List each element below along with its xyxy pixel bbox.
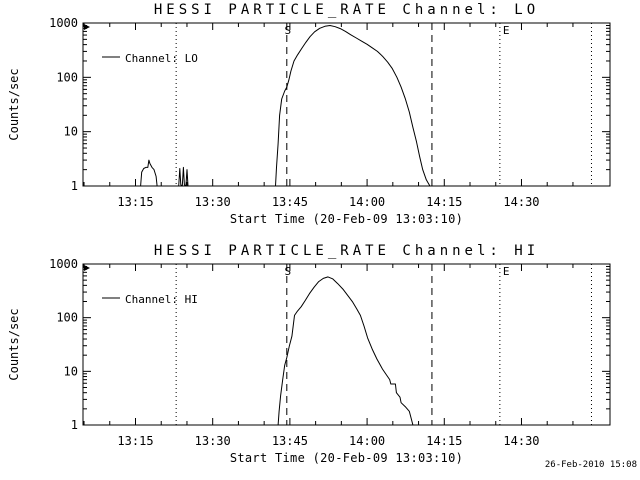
plot-lo: 1 10 100 1000 13:15 13:30 13:45 14:00 14:15 14:30… xyxy=(7,2,611,226)
axis-clip-arrow-icon xyxy=(84,265,90,271)
y-axis-tick-label: 1 xyxy=(71,179,78,193)
x-axis-tick-label: 13:45 xyxy=(272,434,308,448)
data-curve xyxy=(275,25,431,187)
y-axis-tick-label: 1000 xyxy=(49,257,78,271)
plot-title: HESSI PARTICLE_RATE Channel: LO xyxy=(154,2,539,18)
x-axis-tick-label: 14:30 xyxy=(503,195,539,209)
plot-hi: 1 10 100 1000 13:15 13:30 13:45 14:00 14:15 14:30… xyxy=(7,243,611,465)
data-curve xyxy=(178,166,189,187)
legend-label: Channel: HI xyxy=(125,293,198,306)
x-axis-tick-label: 14:15 xyxy=(426,434,462,448)
y-axis-tick-label: 100 xyxy=(56,311,78,325)
y-axis-tick-label: 1000 xyxy=(49,16,78,30)
y-axis-tick-label: 1 xyxy=(71,418,78,432)
plot-title: HESSI PARTICLE_RATE Channel: HI xyxy=(154,243,539,259)
data-curve xyxy=(277,276,414,426)
x-axis-tick-label: 13:30 xyxy=(195,434,231,448)
x-axis-label: Start Time (20-Feb-09 13:03:10) xyxy=(230,212,463,226)
plot-border xyxy=(82,22,611,187)
y-axis-label: Counts/sec xyxy=(7,68,21,140)
x-axis-tick-label: 13:30 xyxy=(195,195,231,209)
footer-timestamp: 26-Feb-2010 15:08 xyxy=(544,460,637,470)
x-axis-tick-label: 13:45 xyxy=(272,195,308,209)
marker-label-s: S xyxy=(284,24,291,37)
axis-clip-arrow-icon xyxy=(84,24,90,30)
marker-label-e: E xyxy=(503,265,510,278)
y-axis-tick-label: 10 xyxy=(64,364,78,378)
y-axis-label: Counts/sec xyxy=(7,308,21,380)
marker-label-s: S xyxy=(284,265,291,278)
marker-label-e: E xyxy=(503,24,510,37)
y-axis-tick-label: 10 xyxy=(64,125,78,139)
data-curve xyxy=(140,159,158,187)
x-axis-tick-label: 14:30 xyxy=(503,434,539,448)
legend-label: Channel: LO xyxy=(125,52,198,65)
x-axis-tick-label: 14:00 xyxy=(349,434,385,448)
x-axis-tick-label: 14:15 xyxy=(426,195,462,209)
plot-border xyxy=(82,263,611,426)
x-axis-label: Start Time (20-Feb-09 13:03:10) xyxy=(230,451,463,465)
x-axis-tick-label: 13:15 xyxy=(117,434,153,448)
y-axis-tick-label: 100 xyxy=(56,70,78,84)
x-axis-tick-label: 14:00 xyxy=(349,195,385,209)
x-axis-tick-label: 13:15 xyxy=(117,195,153,209)
